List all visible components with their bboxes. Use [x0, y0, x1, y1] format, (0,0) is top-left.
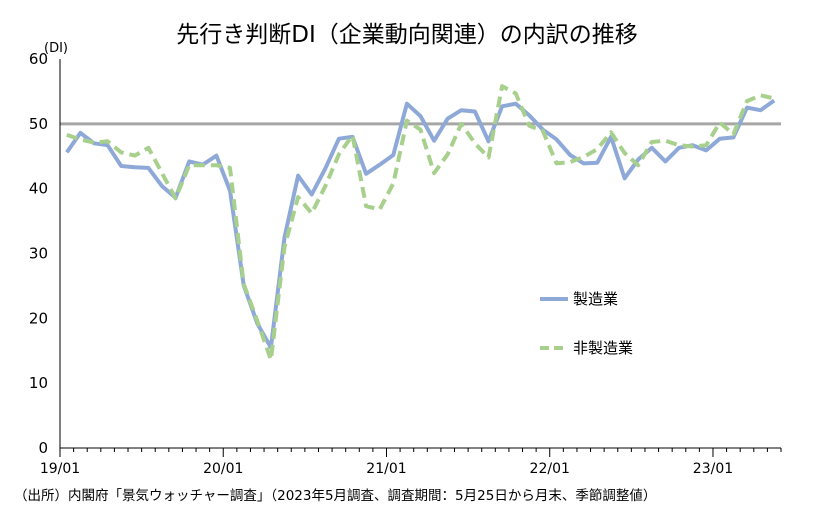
legend-label-1: 製造業: [573, 290, 618, 308]
x-tick-label: 21/01: [366, 461, 406, 477]
x-tick-label: 22/01: [530, 461, 570, 477]
series-line-1: [65, 98, 776, 350]
y-tick-label: 20: [29, 309, 48, 327]
y-tick-label: 30: [29, 245, 48, 263]
y-tick-label: 60: [29, 50, 48, 68]
x-tick-label: 19/01: [40, 461, 80, 477]
source-note: （出所）内閣府「景気ウォッチャー調査」（2023年5月調査、調査期間：5月25日…: [14, 488, 656, 504]
plot-area: [59, 59, 781, 449]
y-tick-label: 50: [29, 115, 48, 133]
y-tick-label: 10: [29, 374, 48, 392]
chart-title: 先行き判断DI（企業動向関連）の内訳の推移: [176, 22, 638, 48]
x-axis: 19/01 20/01 21/01 22/01 23/01: [40, 448, 782, 477]
y-tick-label: 40: [29, 180, 48, 198]
y-axis-label: (DI): [44, 41, 68, 56]
legend-label-2: 非製造業: [573, 339, 633, 357]
y-tick-label: 0: [38, 439, 48, 457]
series-line-2: [66, 84, 775, 362]
x-tick-label: 20/01: [203, 461, 243, 477]
x-tick-label: 23/01: [693, 461, 733, 477]
y-ticks: 0 10 20 30 40 50 60: [29, 50, 48, 457]
